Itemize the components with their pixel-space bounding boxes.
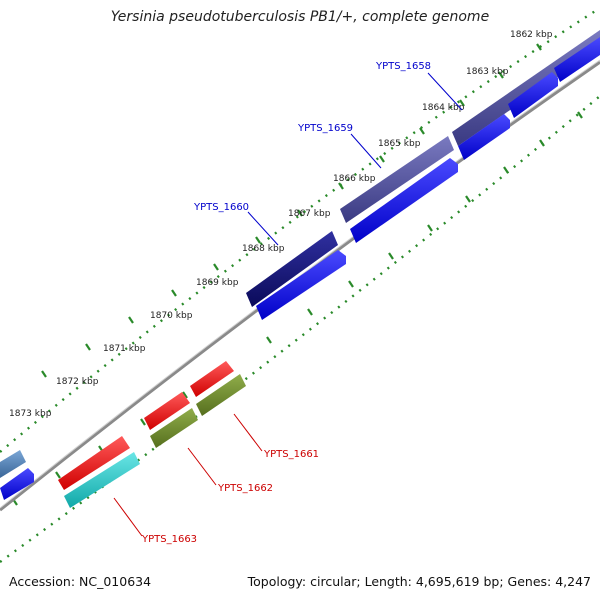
tick-label: 1862 kbp xyxy=(510,30,553,40)
tick-label: 1864 kbp xyxy=(422,103,465,113)
gene-labels: YPTS_1658 YPTS_1659 YPTS_1660 YPTS_1661 … xyxy=(141,61,431,545)
accession-text: Accession: NC_010634 xyxy=(9,574,152,589)
gene-bar-1659-region xyxy=(340,136,454,223)
tick-label: 1873 kbp xyxy=(9,409,52,419)
genome-summary-text: Topology: circular; Length: 4,695,619 bp… xyxy=(247,574,591,589)
reverse-cds xyxy=(64,374,246,508)
major-ticks xyxy=(41,43,542,378)
cds-arrow-1660 xyxy=(256,250,346,320)
forward-genes xyxy=(246,30,600,307)
gene-bar-1663 xyxy=(58,436,130,490)
tick-label: 1863 kbp xyxy=(466,67,509,77)
leader-lines xyxy=(113,72,463,537)
gene-bar-1661 xyxy=(190,361,234,397)
reverse-genes xyxy=(0,361,234,490)
cds-arrow-1659 xyxy=(458,114,510,160)
cds-bar-1661 xyxy=(196,374,246,416)
tick-labels: 1862 kbp 1863 kbp 1864 kbp 1865 kbp 1866… xyxy=(9,30,553,419)
tick-label: 1870 kbp xyxy=(150,311,193,321)
tick-label: 1865 kbp xyxy=(378,139,421,149)
map-title: Yersinia pseudotuberculosis PB1/+, compl… xyxy=(110,9,490,25)
inner-major-ticks xyxy=(12,111,583,506)
cds-arrow-left xyxy=(0,468,34,500)
cds-arrow-1658 xyxy=(554,37,600,82)
tick-label: 1871 kbp xyxy=(103,344,146,354)
tick-label: 1872 kbp xyxy=(56,377,99,387)
tick-label: 1866 kbp xyxy=(333,174,376,184)
gene-label-1663: YPTS_1663 xyxy=(141,534,197,545)
inner-tick-ring xyxy=(0,95,600,563)
gene-label-1659: YPTS_1659 xyxy=(297,123,353,134)
tick-label: 1868 kbp xyxy=(242,244,285,254)
gene-bar-steel xyxy=(0,450,26,478)
gene-bar-1658 xyxy=(452,30,600,146)
forward-cds xyxy=(0,37,600,500)
cds-arrow-1659b xyxy=(350,158,458,243)
gene-label-1658: YPTS_1658 xyxy=(375,61,431,72)
tick-label: 1869 kbp xyxy=(196,278,239,288)
cds-bar-1662 xyxy=(150,408,198,448)
tick-label: 1867 kbp xyxy=(288,209,331,219)
gene-bar-1662 xyxy=(144,392,190,430)
cds-arrow-1658b xyxy=(508,72,558,118)
cds-bar-1663 xyxy=(64,452,140,508)
gene-label-1661: YPTS_1661 xyxy=(263,449,319,460)
gene-label-1662: YPTS_1662 xyxy=(217,483,273,494)
gene-label-1660: YPTS_1660 xyxy=(193,202,249,213)
gene-bar-1660 xyxy=(246,231,338,307)
